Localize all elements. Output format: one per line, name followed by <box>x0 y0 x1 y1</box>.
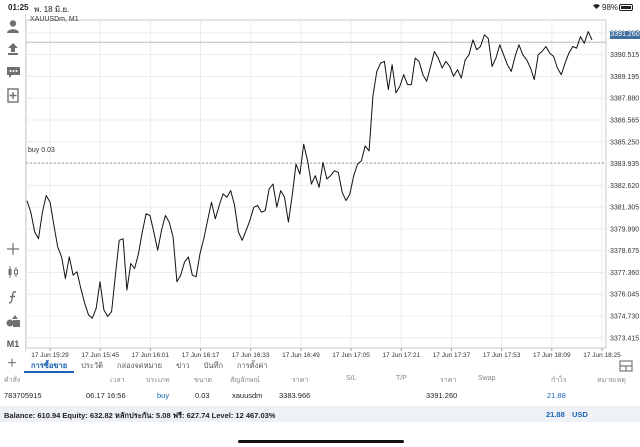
status-bar: 01:25 พ. 18 มิ.ย. 98% <box>0 0 640 14</box>
y-tick-label: 3374.730 <box>610 314 639 321</box>
y-tick-label: 3389.195 <box>610 74 639 81</box>
total-profit: 21.88 <box>546 410 565 419</box>
order-profit: 21.88 <box>547 391 566 400</box>
y-tick-label: 3379.990 <box>610 226 639 233</box>
account-currency: USD <box>572 410 588 419</box>
indicators-icon[interactable] <box>3 287 23 307</box>
x-tick-label: 17 Jun 17:21 <box>382 352 420 359</box>
column-time: เวลา <box>110 377 125 384</box>
y-tick-label: 3385.250 <box>610 139 639 146</box>
table-row[interactable]: 783705915 06.17 16:56 buy 0.03 xauusdm 3… <box>0 391 640 403</box>
chat-icon[interactable] <box>3 62 23 82</box>
y-tick-label: 3373.415 <box>610 335 639 342</box>
order-size: 0.03 <box>195 391 210 400</box>
battery-percent: 98% <box>602 3 619 12</box>
column-profit: กำไร <box>551 377 567 384</box>
crosshair-icon[interactable] <box>3 239 23 259</box>
tab-settings[interactable]: การตั้งค่า <box>237 361 268 370</box>
column-sl: S/L <box>346 375 357 382</box>
chart-frame <box>26 19 607 349</box>
x-tick-label: 17 Jun 15:29 <box>31 352 69 359</box>
tab-history[interactable]: ประวัติ <box>81 361 104 370</box>
x-tick-label: 17 Jun 18:25 <box>583 352 621 359</box>
y-tick-label: 3382.620 <box>610 183 639 190</box>
account-summary: Balance: 610.94 Equity: 632.82 หลักประกั… <box>4 411 276 420</box>
status-time: 01:25 <box>8 3 29 12</box>
column-tp: T/P <box>396 375 407 382</box>
column-order: คำสั่ง <box>4 377 21 384</box>
x-tick-label: 17 Jun 16:33 <box>232 352 270 359</box>
column-type: ประเภท <box>146 377 170 384</box>
y-tick-label: 3386.565 <box>610 117 639 124</box>
column-comment: หมายเหตุ <box>597 377 626 384</box>
current-price-tag: 3391.260 <box>610 31 640 39</box>
terminal-tabs: การซื้อขาย ประวัติ กล่องจดหมาย ข่าว บันท… <box>24 359 275 373</box>
objects-icon[interactable] <box>3 311 23 331</box>
account-icon[interactable] <box>3 16 23 36</box>
x-tick-label: 17 Jun 18:09 <box>533 352 571 359</box>
tab-news[interactable]: ข่าว <box>176 361 190 370</box>
tab-trade[interactable]: การซื้อขาย <box>24 359 75 373</box>
y-tick-label: 3390.515 <box>610 52 639 59</box>
column-price: ราคา <box>440 377 457 384</box>
order-time: 06.17 16:56 <box>86 391 126 400</box>
chart-type-icon[interactable] <box>3 262 23 282</box>
trade-line-label: buy 0.03 <box>28 147 55 154</box>
home-indicator <box>238 440 404 443</box>
column-size: ขนาด <box>194 377 213 384</box>
x-tick-label: 17 Jun 17:53 <box>483 352 521 359</box>
battery-icon <box>619 4 633 11</box>
y-tick-label: 3383.935 <box>610 161 639 168</box>
column-open-price: ราคา <box>292 377 309 384</box>
tab-mailbox[interactable]: กล่องจดหมาย <box>117 361 163 370</box>
x-tick-label: 17 Jun 15:45 <box>81 352 119 359</box>
chart-symbol-label: XAUUSDm, M1 <box>30 16 79 23</box>
deposit-icon[interactable] <box>3 39 23 59</box>
price-chart[interactable]: 3391.8253390.5153389.1953387.8803386.565… <box>26 14 640 359</box>
order-type: buy <box>157 391 170 400</box>
x-tick-label: 17 Jun 16:17 <box>182 352 220 359</box>
timeframe-button[interactable]: M1 <box>6 339 20 349</box>
y-tick-label: 3376.045 <box>610 292 639 299</box>
panel-layout-icon[interactable] <box>619 359 633 372</box>
order-ticket: 783705915 <box>4 391 42 400</box>
x-tick-label: 17 Jun 17:37 <box>433 352 471 359</box>
column-swap: Swap <box>478 375 496 382</box>
y-tick-label: 3381.305 <box>610 205 639 212</box>
y-tick-label: 3387.880 <box>610 96 639 103</box>
add-button[interactable]: + <box>7 355 17 372</box>
order-current-price: 3391.260 <box>426 391 458 400</box>
y-tick-label: 3377.360 <box>610 270 639 277</box>
order-open-price: 3383.966 <box>279 391 311 400</box>
account-summary-bar: Balance: 610.94 Equity: 632.82 หลักประกั… <box>0 406 640 422</box>
x-tick-label: 17 Jun 16:49 <box>282 352 320 359</box>
status-date: พ. 18 มิ.ย. <box>34 5 70 14</box>
x-tick-label: 17 Jun 17:05 <box>332 352 370 359</box>
y-tick-label: 3378.675 <box>610 248 639 255</box>
x-tick-label: 17 Jun 16:01 <box>132 352 170 359</box>
new-order-icon[interactable] <box>3 85 23 105</box>
price-series-line <box>26 31 593 319</box>
column-symbol: สัญลักษณ์ <box>230 377 260 384</box>
table-header: คำสั่ง เวลา ประเภท ขนาด สัญลักษณ์ ราคา S… <box>0 375 640 387</box>
chart-toolbar: M1 <box>0 14 26 352</box>
tab-journal[interactable]: บันทึก <box>203 361 224 370</box>
chart-svg[interactable]: 3391.8253390.5153389.1953387.8803386.565… <box>26 14 640 359</box>
order-symbol: xauusdm <box>232 391 263 400</box>
wifi-icon <box>592 2 601 12</box>
